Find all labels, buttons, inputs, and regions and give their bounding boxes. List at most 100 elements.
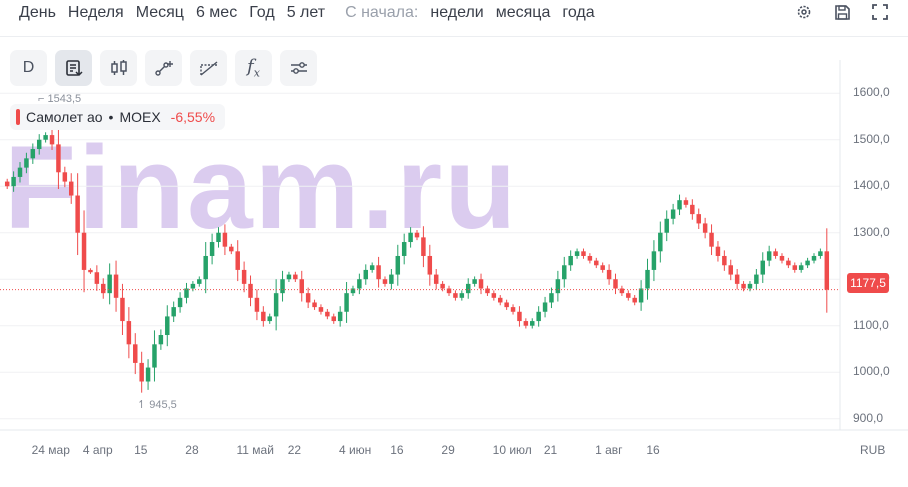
period-year[interactable]: Год: [249, 4, 275, 21]
candle-body: [568, 255, 573, 266]
candle-body: [766, 251, 772, 261]
candle-body: [133, 344, 138, 363]
candle-body: [786, 260, 791, 266]
from-start-week[interactable]: недели: [430, 4, 484, 21]
candle-body: [606, 269, 612, 280]
candle-body: [312, 302, 317, 308]
fullscreen-icon[interactable]: [870, 2, 890, 22]
candle-body: [101, 283, 106, 294]
candle-body: [754, 274, 759, 284]
candle-body: [562, 265, 567, 280]
candle-body: [222, 232, 228, 247]
tool-d-button[interactable]: D: [10, 50, 47, 86]
candle-body: [722, 255, 727, 266]
candle-body: [17, 167, 23, 177]
candle-body: [120, 297, 125, 322]
candle-body: [325, 311, 330, 317]
candle-body: [344, 293, 349, 312]
save-icon[interactable]: [832, 2, 852, 22]
period-6-months[interactable]: 6 мес: [195, 4, 238, 21]
fib-tool-button[interactable]: [190, 50, 227, 86]
candle-body: [197, 279, 202, 284]
candle-body: [171, 307, 176, 317]
candle-body: [779, 255, 785, 261]
candle-body: [286, 274, 292, 280]
from-start-year[interactable]: года: [562, 4, 595, 21]
from-start-month[interactable]: месяца: [495, 4, 551, 21]
candle-body: [811, 255, 817, 261]
instrument-name: Самолет ао: [26, 109, 103, 125]
candle-body: [139, 362, 144, 382]
candle-body: [235, 251, 240, 270]
candle-body: [152, 344, 157, 368]
candle-body: [401, 242, 407, 256]
candle-body: [446, 288, 452, 294]
y-tick-label: 1300,0: [853, 224, 890, 239]
candle-body: [94, 272, 100, 284]
from-start-label: С начала:: [345, 4, 419, 21]
candle-body: [728, 265, 733, 275]
top-actions: [794, 2, 890, 22]
candle-body: [382, 279, 388, 284]
candle-body: [75, 195, 80, 233]
candle-body: [293, 274, 298, 280]
candle-body: [248, 283, 253, 298]
period-month[interactable]: Месяц: [135, 4, 184, 21]
candle-body: [261, 311, 266, 322]
candle-body: [11, 176, 16, 187]
candle-body: [715, 246, 721, 256]
candle-body: [216, 232, 221, 243]
candle-body: [203, 255, 208, 280]
x-tick-label: 29: [441, 443, 455, 457]
fx-tool-button[interactable]: fx: [235, 50, 272, 86]
note-tool-button[interactable]: [55, 50, 92, 86]
high-label: ⌐ 1543,5: [38, 93, 82, 105]
line-tool-button[interactable]: [145, 50, 182, 86]
candle-body: [459, 293, 465, 298]
y-tick-label: 1100,0: [853, 317, 889, 332]
candle-body: [440, 283, 445, 289]
x-tick-label: 1 авг: [595, 443, 623, 457]
candle-body: [709, 232, 714, 247]
x-tick-label: 11 май: [236, 443, 274, 457]
exchange-name: MOEX: [119, 109, 161, 125]
candle-body: [68, 181, 74, 196]
candle-body: [818, 251, 823, 256]
candles-tool-button[interactable]: [100, 50, 137, 86]
candle-body: [453, 293, 458, 298]
candle-body: [357, 279, 362, 289]
candle-body: [824, 251, 830, 290]
candle-body: [305, 293, 311, 303]
candle-body: [651, 251, 657, 270]
period-day[interactable]: День: [19, 4, 56, 21]
instrument-legend: Самолет ао • MOEX -6,55%: [10, 104, 226, 130]
candle-body: [504, 302, 509, 308]
candle-body: [81, 232, 87, 270]
x-tick-label: 22: [287, 443, 302, 457]
header-divider: [0, 36, 908, 37]
settings-sliders-icon: [290, 62, 307, 74]
period-5-years[interactable]: 5 лет: [286, 4, 326, 21]
candle-body: [318, 307, 324, 312]
candle-body: [184, 288, 189, 298]
candle-body: [613, 279, 618, 289]
candle-body: [299, 279, 304, 294]
candle-body: [389, 274, 394, 284]
period-week[interactable]: Неделя: [67, 4, 124, 21]
candle-body: [395, 255, 401, 275]
gear-icon[interactable]: [794, 2, 814, 22]
candle-body: [337, 311, 343, 322]
chart-toolbar: D fx: [10, 50, 317, 86]
candle-body: [510, 307, 516, 312]
candle-body: [677, 200, 682, 210]
candle-body: [363, 269, 369, 280]
candle-body: [798, 265, 804, 270]
candle-body: [43, 135, 48, 140]
y-tick-label: 1600,0: [853, 85, 890, 100]
candle-body: [690, 204, 695, 215]
candle-body: [555, 279, 561, 294]
candle-body: [190, 283, 196, 289]
settings-tool-button[interactable]: [280, 50, 317, 86]
candle-body: [88, 269, 93, 273]
